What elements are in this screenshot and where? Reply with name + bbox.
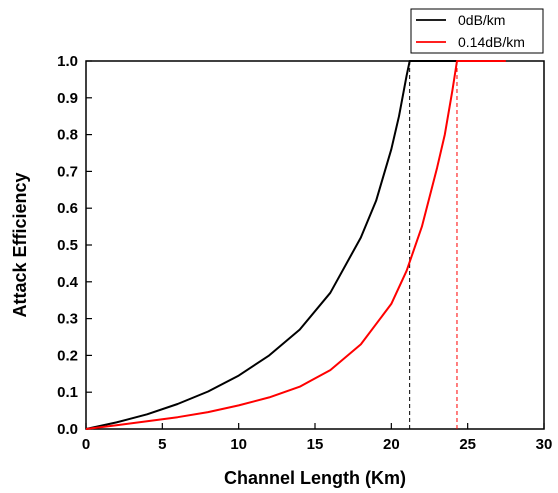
cutoff-lines <box>409 61 458 429</box>
y-tick-label: 0.3 <box>57 311 78 328</box>
y-axis-title: Attack Efficiency <box>10 172 30 317</box>
y-tick-label: 0.5 <box>57 237 78 254</box>
y-tick-label: 0.2 <box>57 347 78 364</box>
y-tick-label: 0.4 <box>57 274 79 291</box>
x-tick-label: 30 <box>536 436 553 453</box>
y-tick-label: 0.0 <box>57 421 78 438</box>
series-line-0 <box>85 60 460 430</box>
legend-box <box>410 8 544 54</box>
x-tick-label: 25 <box>459 436 476 453</box>
y-tick-label: 0.9 <box>57 90 78 107</box>
y-tick-label: 0.1 <box>57 384 78 401</box>
x-tick-label: 10 <box>230 436 247 453</box>
x-tick-label: 15 <box>307 436 324 453</box>
legend-label-0db: 0dB/km <box>458 12 505 28</box>
series-line-1 <box>85 60 506 430</box>
y-tick-label: 1.0 <box>57 53 78 70</box>
y-tick-label: 0.7 <box>57 163 78 180</box>
x-tick-label: 5 <box>158 436 166 453</box>
legend: 0dB/km 0.14dB/km <box>410 8 544 54</box>
axis-ticks: 0 5 10 15 20 25 30 0.0 0.1 0.2 0.3 0.4 0.5 0.6 0.7 0.8 0… <box>57 53 552 453</box>
x-axis-title: Channel Length (Km) <box>224 468 406 488</box>
series-group <box>85 60 506 430</box>
y-tick-label: 0.6 <box>57 200 78 217</box>
x-tick-label: 0 <box>82 436 90 453</box>
y-tick-label: 0.8 <box>57 127 78 144</box>
plot-frame <box>85 60 545 430</box>
legend-label-014db: 0.14dB/km <box>458 34 525 50</box>
x-tick-label: 20 <box>383 436 400 453</box>
